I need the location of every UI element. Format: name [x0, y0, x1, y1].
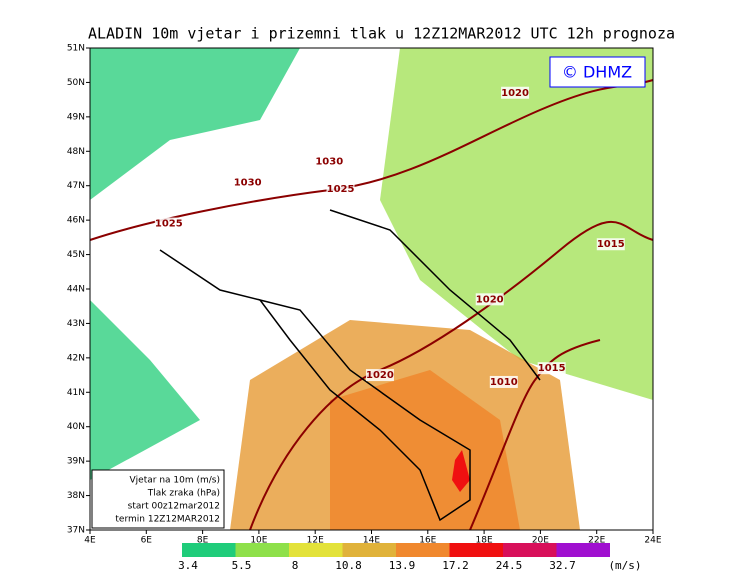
- colorbar-label: 8: [292, 559, 299, 572]
- lon-label: 6E: [141, 536, 153, 546]
- isobar-label: 1010: [490, 377, 518, 388]
- isobar-label-bg: [475, 293, 504, 306]
- lat-label: 48N: [67, 147, 85, 157]
- lat-label: 51N: [67, 44, 85, 54]
- colorbar-label: 3.4: [178, 559, 198, 572]
- lon-label: 14E: [363, 536, 380, 546]
- wind-area: [380, 48, 653, 400]
- isobar-label-bg: [365, 369, 394, 382]
- lat-label: 49N: [67, 112, 85, 122]
- lat-label: 50N: [67, 78, 85, 88]
- isobar-label: 1020: [476, 294, 504, 305]
- colorbar-label: 13.9: [389, 559, 416, 572]
- lat-label: 37N: [67, 526, 85, 536]
- lon-label: 18E: [476, 536, 493, 546]
- isobar: [89, 79, 654, 241]
- map-area: © DHMZ: [89, 48, 654, 531]
- lat-label: 47N: [67, 181, 85, 191]
- legend-line: Tlak zraka (hPa): [147, 489, 220, 499]
- colorbar-swatch: [235, 543, 289, 557]
- colorbar-label: 10.8: [335, 559, 362, 572]
- isobar-label-bg: [233, 176, 262, 189]
- lon-label: 10E: [250, 536, 267, 546]
- isobar-label: 1025: [155, 219, 183, 230]
- colorbar-label: 5.5: [232, 559, 252, 572]
- lon-label: 22E: [588, 536, 605, 546]
- legend-line: termin 12Z12MAR2012: [115, 515, 220, 525]
- legend-line: start 00z12mar2012: [128, 502, 220, 512]
- lat-label: 38N: [67, 491, 85, 501]
- isobar-label-bg: [596, 238, 625, 251]
- isobar-label: 1030: [234, 177, 262, 188]
- isobar: [249, 220, 654, 531]
- lon-label: 8E: [197, 536, 209, 546]
- lat-label: 44N: [67, 285, 85, 295]
- lon-label: 20E: [532, 536, 549, 546]
- wind-area: [90, 48, 300, 200]
- colorbar-swatch: [342, 543, 396, 557]
- lat-label: 43N: [67, 319, 85, 329]
- coastline: [258, 298, 471, 522]
- isobar-label: 1015: [538, 363, 566, 374]
- colorbar-swatch: [396, 543, 450, 557]
- copyright: © DHMZ: [562, 63, 632, 82]
- lat-label: 41N: [67, 388, 85, 398]
- wind-area: [330, 370, 520, 530]
- isobar-label: 1020: [366, 370, 394, 381]
- legend-box: [91, 469, 225, 529]
- colorbar-swatch: [182, 543, 236, 557]
- coastline: [329, 209, 541, 381]
- isobar-label-bg: [154, 217, 183, 230]
- colorbar-swatch: [449, 543, 503, 557]
- lon-label: 4E: [84, 536, 96, 546]
- colorbar-swatch: [556, 543, 610, 557]
- isobar: [469, 339, 601, 531]
- lat-label: 46N: [67, 216, 85, 226]
- wind-max: [452, 450, 470, 492]
- lat-label: 42N: [67, 353, 85, 363]
- isobar-label: 1030: [315, 157, 343, 168]
- lon-label: 24E: [644, 536, 661, 546]
- isobar-label: 1020: [501, 88, 529, 99]
- wind-area: [90, 300, 200, 480]
- isobar-label-bg: [537, 362, 566, 375]
- colorbar-label: 17.2: [442, 559, 469, 572]
- isobar-label-bg: [326, 183, 355, 196]
- coastline: [159, 249, 261, 301]
- lat-label: 39N: [67, 457, 85, 467]
- map-title: ALADIN 10m vjetar i prizemni tlak u 12Z1…: [88, 25, 675, 43]
- copyright-box: [549, 56, 646, 88]
- isobar-label: 1015: [597, 239, 625, 250]
- lon-label: 16E: [419, 536, 436, 546]
- lat-label: 45N: [67, 250, 85, 260]
- isobar-label-bg: [489, 375, 518, 388]
- colorbar-swatch: [503, 543, 557, 557]
- lon-label: 12E: [307, 536, 324, 546]
- isobar-label-bg: [315, 155, 344, 168]
- colorbar-swatch: [289, 543, 343, 557]
- lat-label: 40N: [67, 422, 85, 432]
- colorbar-label: 32.7: [549, 559, 576, 572]
- colorbar-units: (m/s): [608, 559, 641, 572]
- isobar-label-bg: [501, 86, 530, 99]
- colorbar-label: 24.5: [496, 559, 523, 572]
- legend-line: Vjetar na 10m (m/s): [130, 476, 220, 486]
- isobar-label: 1025: [327, 184, 355, 195]
